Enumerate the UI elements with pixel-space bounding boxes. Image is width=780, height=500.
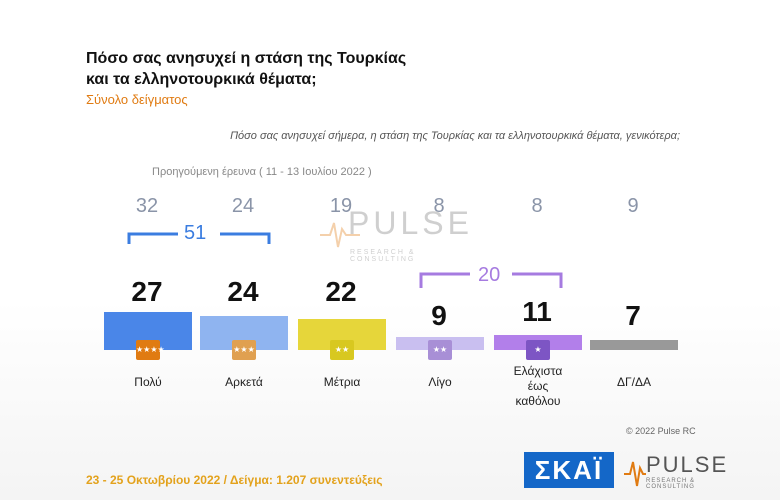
data-label: 7 xyxy=(625,300,641,331)
bracket-right xyxy=(419,272,563,288)
bar xyxy=(590,340,678,350)
category-label-line: Ελάχιστα xyxy=(513,364,563,378)
prev-value: 8 xyxy=(433,195,445,217)
pulse-logo-word: PULSE xyxy=(646,452,729,477)
category-label: Αρκετά xyxy=(225,375,263,389)
bracket-left xyxy=(127,232,271,244)
prev-value: 9 xyxy=(627,195,639,217)
pulse-wave-icon xyxy=(624,461,646,487)
prev-value: 19 xyxy=(329,195,353,217)
title-line-1: Πόσο σας ανησυχεί η στάση της Τουρκίας xyxy=(86,50,407,67)
copyright-text: © 2022 Pulse RC xyxy=(626,426,696,436)
category-label: ΔΓ/ΔΑ xyxy=(617,375,651,389)
data-label: 27 xyxy=(131,276,163,307)
pulse-logo-sub: RESEARCH & CONSULTING xyxy=(646,478,696,490)
pulse-watermark: PULSE RESEARCH & CONSULTING xyxy=(320,205,480,267)
category-label-line: καθόλου xyxy=(515,394,561,408)
skai-logo: ΣΚΑΪ xyxy=(524,452,614,488)
title-line-2: και τα ελληνοτουρκικά θέματα; xyxy=(86,71,317,88)
pulse-logo: PULSE RESEARCH & CONSULTING xyxy=(624,452,726,492)
fieldwork-info: 23 - 25 Οκτωβρίου 2022 / Δείγμα: 1.207 σ… xyxy=(86,473,383,487)
chart-subtitle: Σύνολο δείγματος xyxy=(86,92,188,107)
data-label: 24 xyxy=(227,276,259,307)
watermark-word: PULSE xyxy=(348,205,473,241)
star-badge-icon: ★★ xyxy=(428,340,452,360)
survey-question: Πόσο σας ανησυχεί σήμερα, η στάση της Το… xyxy=(230,130,680,142)
category-label: Ελάχιστα έως καθόλου xyxy=(493,364,583,409)
pulse-wave-icon xyxy=(320,222,360,248)
watermark-sub: RESEARCH & CONSULTING xyxy=(350,249,416,263)
category-label: Λίγο xyxy=(428,375,452,389)
category-label: Πολύ xyxy=(134,375,162,389)
chart-title: Πόσο σας ανησυχεί η στάση της Τουρκίας κ… xyxy=(86,48,406,90)
previous-survey-label: Προηγούμενη έρευνα ( 11 - 13 Ιουλίου 202… xyxy=(152,166,372,178)
stars-badge-icon: ★★ xyxy=(330,340,354,360)
category-label-line: έως xyxy=(527,379,549,393)
group-total-left: 51 xyxy=(184,222,207,244)
data-label: 22 xyxy=(325,276,357,307)
stars-badge-icon: ★★★ xyxy=(232,340,256,360)
prev-value: 24 xyxy=(231,195,255,217)
prev-value: 32 xyxy=(135,195,159,217)
prev-value: 8 xyxy=(531,195,543,217)
data-label: 11 xyxy=(522,296,552,327)
data-label: 9 xyxy=(431,300,447,331)
group-total-right: 20 xyxy=(478,264,501,286)
stars-badge-icon: ★★★★ xyxy=(136,340,165,360)
category-label: Μέτρια xyxy=(323,375,361,389)
star-badge-icon: ★ xyxy=(526,340,550,360)
